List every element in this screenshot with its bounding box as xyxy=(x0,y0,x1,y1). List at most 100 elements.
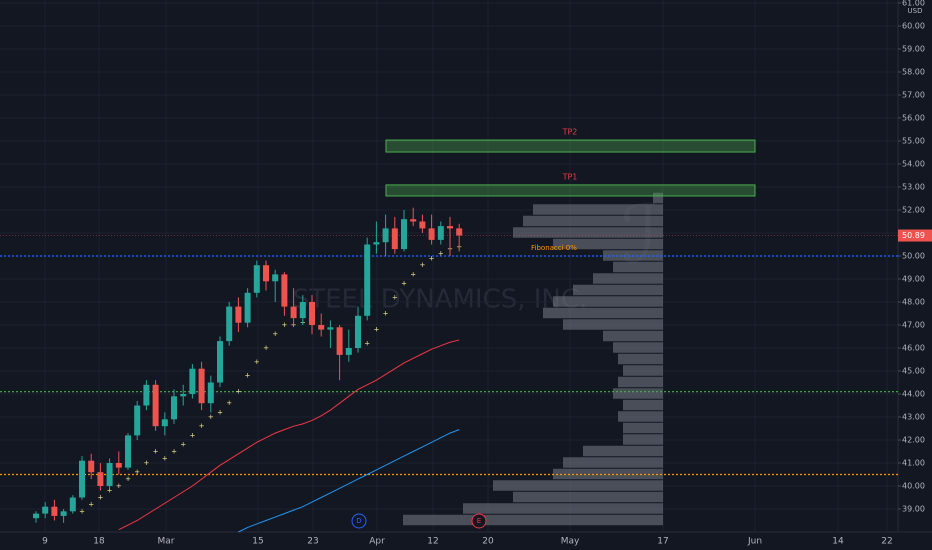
event-label: E xyxy=(477,517,481,525)
y-tick-label: 43.00 xyxy=(902,412,925,421)
sar-dot: + xyxy=(217,408,223,416)
sar-dot: + xyxy=(235,388,241,396)
y-tick-label: 46.00 xyxy=(902,343,925,352)
y-tick-label: 49.00 xyxy=(902,274,925,283)
y-tick-label: 39.00 xyxy=(902,504,925,513)
sar-dot: + xyxy=(281,321,287,329)
candle-body xyxy=(437,226,444,240)
last-price-tag xyxy=(898,229,932,242)
sar-dot: + xyxy=(392,293,398,301)
volume-profile-bar xyxy=(573,284,663,296)
sar-dot: + xyxy=(226,399,232,407)
candle-body xyxy=(382,228,389,243)
watermark: STEEL DYNAMICS, INC. xyxy=(293,285,588,315)
candle-body xyxy=(318,324,325,330)
volume-profile-bar xyxy=(563,457,663,468)
y-tick-label: 53.00 xyxy=(902,182,925,191)
candle-body xyxy=(79,460,85,498)
candle-body xyxy=(97,472,104,486)
volume-profile-bar xyxy=(623,399,663,411)
target-box xyxy=(385,139,756,153)
candle-body xyxy=(171,396,177,420)
y-tick-label: 59.00 xyxy=(902,44,925,53)
candle-body xyxy=(207,382,214,404)
candle-body xyxy=(309,301,315,325)
y-tick-label: 50.00 xyxy=(902,251,925,260)
sar-dot: + xyxy=(383,309,389,317)
x-tick-label: 9 xyxy=(42,537,48,547)
y-tick-label: 45.00 xyxy=(902,366,925,375)
volume-profile-bar xyxy=(618,411,663,422)
volume-profile-bar xyxy=(533,204,663,215)
volume-profile-bar xyxy=(563,319,663,330)
y-tick-label: 42.00 xyxy=(902,435,925,444)
target-label: TP2 xyxy=(562,128,578,137)
candle-body xyxy=(253,265,260,293)
event-marker xyxy=(351,513,367,529)
candle-body xyxy=(401,219,407,250)
y-tick-label: 60.00 xyxy=(902,21,925,30)
x-tick-label: Mar xyxy=(158,537,175,547)
candle-body xyxy=(226,306,233,342)
sar-dot: + xyxy=(438,250,444,258)
candle-body xyxy=(299,301,306,319)
candle-body xyxy=(272,274,279,282)
sar-dot: + xyxy=(208,413,214,421)
volume-profile-bar xyxy=(603,330,663,342)
currency: USD xyxy=(908,7,923,15)
sar-dot: + xyxy=(180,441,186,449)
candle-body xyxy=(217,341,223,383)
candle-body xyxy=(143,384,150,406)
volume-profile-bar xyxy=(513,491,663,503)
volume-profile-bar xyxy=(553,296,663,307)
sar-dot: + xyxy=(162,454,168,462)
candle-body xyxy=(281,274,288,307)
candle-body xyxy=(125,435,131,468)
volume-profile-bar xyxy=(613,342,663,353)
candle-body xyxy=(69,497,76,512)
y-tick-label: 47.00 xyxy=(902,320,925,329)
sar-dot: + xyxy=(373,326,379,334)
volume-profile-bar xyxy=(623,422,663,434)
candle-body xyxy=(189,368,196,394)
x-tick-label: 18 xyxy=(93,537,105,547)
candle-body xyxy=(373,242,380,245)
candle-body xyxy=(115,462,122,468)
candle-body xyxy=(60,511,67,516)
candle-body xyxy=(198,368,205,404)
volume-profile-bar xyxy=(513,227,663,238)
volume-profile-bar xyxy=(613,261,663,273)
x-tick-label: 17 xyxy=(657,537,668,547)
y-tick-label: 52.00 xyxy=(902,205,925,214)
volume-profile-bar xyxy=(463,503,663,514)
moving-average xyxy=(238,429,460,533)
x-tick-label: 15 xyxy=(252,537,263,547)
candle-body xyxy=(33,513,39,519)
volume-profile-bar xyxy=(403,514,663,526)
sar-dot: + xyxy=(364,339,370,347)
y-tick-label: 48.00 xyxy=(902,297,925,306)
candle-body xyxy=(410,219,417,222)
volume-profile-bar xyxy=(653,192,663,204)
volume-profile-bar xyxy=(553,238,663,250)
x-tick-label: 23 xyxy=(307,537,318,547)
candle-body xyxy=(235,306,242,323)
candle-body xyxy=(263,265,269,282)
sar-dot: + xyxy=(245,372,251,380)
sar-dot: + xyxy=(401,280,407,288)
y-tick-label: 54.00 xyxy=(902,159,925,168)
sar-dot: + xyxy=(419,261,425,269)
x-tick-label: 12 xyxy=(427,537,438,547)
x-tick-label: Apr xyxy=(369,537,385,547)
candle-body xyxy=(364,244,371,316)
sar-dot: + xyxy=(88,500,94,508)
target-label: TP1 xyxy=(562,172,578,181)
sar-dot: + xyxy=(254,358,260,366)
candle-body xyxy=(290,306,297,319)
last-price-label: 50.89 xyxy=(902,231,925,240)
sar-dot: + xyxy=(116,482,122,490)
sar-dot: + xyxy=(125,475,131,483)
x-tick-label: 20 xyxy=(482,537,494,547)
